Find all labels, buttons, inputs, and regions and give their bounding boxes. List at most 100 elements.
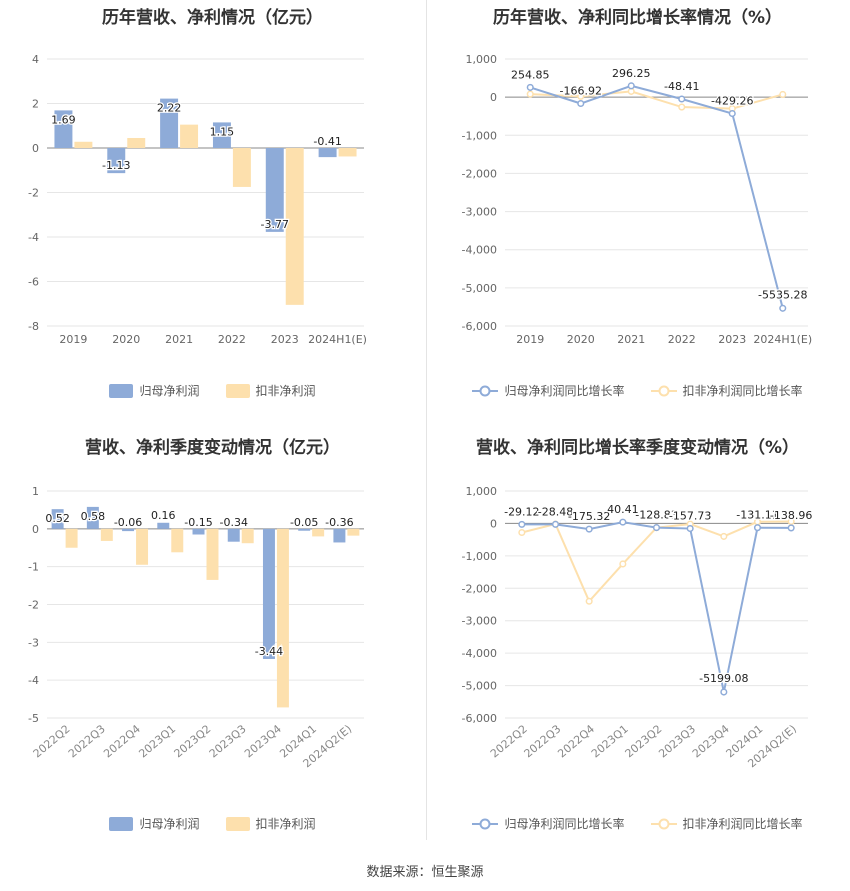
x-tick-label: 2023Q1 <box>589 722 631 760</box>
bar-series2 <box>65 528 78 548</box>
chart-panel-quarterly-profit: 营收、净利季度变动情况（亿元） 1 0 -1 -2 -3 -4 -5 2022Q2 2022Q3… <box>0 430 425 860</box>
chart-canvas: 10-1-2-3-4-52022Q22022Q32022Q42023Q12023… <box>28 485 364 770</box>
x-tick-label: 2023Q4 <box>242 722 284 760</box>
x-tick-label: 2023 <box>271 333 299 346</box>
legend-item[interactable]: 扣非净利润 <box>225 815 316 832</box>
legend-swatch <box>472 385 499 396</box>
y-tick-label: -5,000 <box>462 282 497 295</box>
chart-title: 历年营收、净利同比增长率情况（%） <box>492 8 783 28</box>
x-tick-label: 2021 <box>617 333 645 346</box>
bar-series2 <box>285 148 304 305</box>
data-label: -429.26 <box>711 95 753 108</box>
x-tick-label: 2021 <box>165 333 193 346</box>
x-tick-label: 2022Q4 <box>101 722 143 760</box>
point-series2 <box>577 92 585 100</box>
x-tick-label: 2022 <box>668 333 696 346</box>
x-tick-label: 2022Q3 <box>522 722 564 760</box>
bar-series2 <box>276 528 289 708</box>
legend-item[interactable]: 归母净利润 <box>109 382 200 399</box>
legend-swatch-marker <box>479 385 491 396</box>
point-series1 <box>787 524 795 532</box>
legend-item[interactable]: 归母净利润 <box>109 815 200 832</box>
x-tick-label: 2023Q4 <box>690 722 732 760</box>
y-tick-label: 0 <box>490 517 497 530</box>
x-tick-label: 2023 <box>718 333 746 346</box>
legend-label: 扣非净利润 <box>255 384 316 398</box>
data-label: -28.48 <box>538 505 573 518</box>
y-tick-label: 0 <box>32 142 39 155</box>
bar-series2 <box>241 528 254 544</box>
chart-title: 历年营收、净利情况（亿元） <box>102 8 323 28</box>
bar-series1 <box>86 506 99 529</box>
data-label: 2.22 <box>157 102 182 115</box>
x-tick-label: 2023Q2 <box>623 722 665 760</box>
point-series2 <box>585 597 593 605</box>
y-tick-label: -5 <box>28 712 39 725</box>
y-tick-label: -2,000 <box>462 582 497 595</box>
bar-series1 <box>298 528 311 531</box>
y-tick-label: -8 <box>28 320 39 333</box>
data-label: 1.69 <box>51 113 76 126</box>
data-label: -131.11 <box>736 509 778 522</box>
y-tick-label: 1,000 <box>466 53 498 66</box>
x-tick-label: 2024H1(E) <box>753 333 812 346</box>
data-label: -175.32 <box>568 510 610 523</box>
x-tick-label: 2023Q1 <box>136 722 178 760</box>
bar-series1 <box>265 148 284 232</box>
bar-series1 <box>157 522 170 529</box>
y-tick-label: -4,000 <box>462 244 497 257</box>
legend-item[interactable]: 扣非净利润同比增长率 <box>650 382 803 399</box>
point-series2 <box>787 517 795 526</box>
bar-series1 <box>51 509 64 529</box>
legend-item[interactable]: 扣非净利润同比增长率 <box>650 815 803 832</box>
legend: 归母净利润 扣非净利润 <box>0 382 425 399</box>
y-tick-label: -4 <box>28 231 39 244</box>
point-series2 <box>518 528 526 537</box>
y-tick-label: -6 <box>28 276 39 289</box>
legend-swatch <box>650 818 677 829</box>
x-tick-label: 2024H1(E) <box>308 333 367 346</box>
point-series1 <box>678 95 686 103</box>
point-series1 <box>779 304 787 312</box>
x-tick-label: 2022Q3 <box>66 722 108 760</box>
bar-series2 <box>100 528 113 541</box>
bar-series1 <box>160 98 179 148</box>
line-series1 <box>521 521 792 693</box>
legend-swatch <box>650 385 677 396</box>
chart-title: 营收、净利同比增长率季度变动情况（%） <box>475 438 800 458</box>
line-series1 <box>529 84 784 309</box>
data-label: -0.06 <box>114 516 142 529</box>
bar-series2 <box>171 528 184 553</box>
bar-series1 <box>54 110 73 148</box>
y-tick-label: -4,000 <box>462 647 497 660</box>
data-label: -5535.28 <box>758 288 807 301</box>
chart-canvas: 1,000 0 -1,000 -2,000 -3,000 -4,000 -5,000 -6,0… <box>462 53 813 346</box>
x-tick-label: 2022Q2 <box>488 722 530 760</box>
x-tick-label: 2019 <box>59 333 87 346</box>
panel-divider <box>426 0 427 840</box>
y-tick-label: -2,000 <box>462 167 497 180</box>
point-series2 <box>619 560 627 568</box>
chart-panel-annual-profit: 历年营收、净利情况（亿元） 4 2 0 -2 -4 -6 -8 2019 2020 2021 202… <box>0 0 425 430</box>
bar-series1 <box>333 528 346 543</box>
legend-item[interactable]: 扣非净利润 <box>225 382 316 399</box>
legend-swatch <box>225 383 250 398</box>
point-series1 <box>526 83 534 91</box>
data-label: -157.73 <box>669 510 711 523</box>
y-tick-label: -1 <box>28 561 39 574</box>
data-label: -5199.08 <box>699 672 748 685</box>
legend-item[interactable]: 归母净利润同比增长率 <box>472 815 625 832</box>
point-series1 <box>551 520 560 528</box>
bar-series2 <box>127 137 146 148</box>
legend-item[interactable]: 归母净利润同比增长率 <box>472 382 625 399</box>
y-tick-label: -5,000 <box>462 680 497 693</box>
line-series2 <box>530 90 784 110</box>
bar-series2 <box>312 528 325 537</box>
y-tick-label: 1 <box>32 485 39 498</box>
data-label: -0.05 <box>290 516 318 529</box>
point-series1 <box>728 109 736 118</box>
bar-series1 <box>318 148 337 158</box>
legend: 归母净利润同比增长率 扣非净利润同比增长率 <box>425 382 850 399</box>
legend: 归母净利润同比增长率 扣非净利润同比增长率 <box>425 815 850 832</box>
data-label: -29.12 <box>504 505 539 518</box>
